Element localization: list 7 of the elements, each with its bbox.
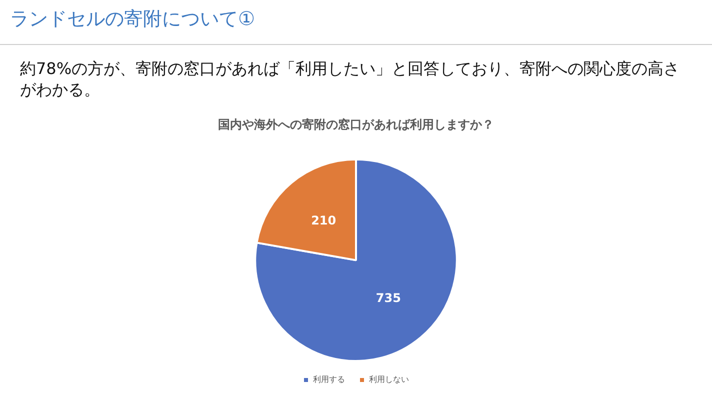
chart-title: 国内や海外への寄附の窓口があれば利用しますか？ (218, 117, 494, 132)
data-label: 735 (376, 290, 401, 305)
legend-label: 利用する (313, 375, 345, 384)
legend-label: 利用しない (369, 375, 409, 384)
data-label: 210 (311, 214, 336, 228)
text: ランドセルの寄附について① (10, 7, 256, 32)
text: 約78%の方が、寄附の窓口があれば「利用したい」と回答しており、寄附への関心度の高さがわかる。 (20, 58, 681, 100)
